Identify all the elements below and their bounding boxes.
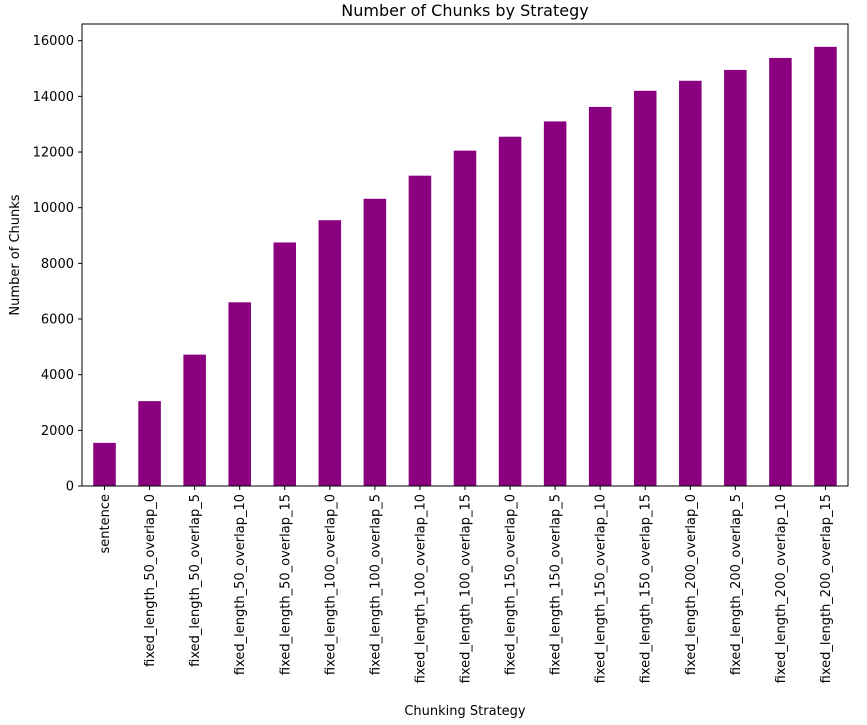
- bar-fixed_length_50_overlap_0: [138, 401, 161, 486]
- bar-fixed_length_150_overlap_5: [543, 121, 567, 486]
- bar-fixed_length_150_overlap_15: [633, 90, 657, 487]
- bar-fixed_length_50_overlap_10: [228, 302, 251, 486]
- x-tick-label: fixed_length_150_overlap_5: [549, 494, 564, 675]
- bar-fixed_length_200_overlap_0: [679, 80, 702, 486]
- bar-fixed_length_150_overlap_10: [588, 106, 612, 486]
- x-tick-label: fixed_length_200_overlap_5: [729, 494, 744, 675]
- bar-fixed_length_100_overlap_10: [408, 175, 432, 486]
- bar-fixed_length_200_overlap_5: [724, 69, 747, 486]
- y-tick-label: 4000: [41, 368, 74, 383]
- x-tick-label: fixed_length_150_overlap_15: [639, 494, 654, 683]
- plot-area-frame: [81, 23, 849, 487]
- y-tick-label: 8000: [41, 257, 74, 272]
- x-tick-label: fixed_length_150_overlap_0: [504, 494, 519, 675]
- x-tick-label: fixed_length_50_overlap_0: [143, 494, 158, 667]
- x-tick-label: fixed_length_200_overlap_0: [684, 494, 699, 675]
- bar-fixed_length_200_overlap_15: [814, 46, 837, 486]
- y-axis-ticks: 0 2000 4000 6000 8000 10000 12000 14000 16000: [33, 34, 82, 495]
- bar-fixed_length_100_overlap_5: [363, 198, 387, 487]
- x-tick-label: fixed_length_200_overlap_10: [774, 494, 789, 683]
- x-tick-label: fixed_length_50_overlap_10: [233, 494, 248, 675]
- x-tick-label: fixed_length_100_overlap_10: [413, 494, 428, 683]
- y-axis-title: Number of Chunks: [8, 194, 23, 315]
- x-tick-label: fixed_length_200_overlap_15: [819, 494, 834, 683]
- bar-fixed_length_100_overlap_0: [318, 220, 342, 486]
- bar-fixed_length_150_overlap_0: [498, 136, 522, 487]
- bar-fixed_length_50_overlap_15: [273, 242, 297, 486]
- y-tick-label: 10000: [33, 201, 74, 216]
- bar-fixed_length_200_overlap_10: [769, 57, 792, 486]
- x-tick-label: fixed_length_50_overlap_5: [188, 494, 203, 667]
- x-tick-label: fixed_length_100_overlap_15: [459, 494, 474, 683]
- y-tick-label: 14000: [33, 90, 74, 105]
- bar-fixed_length_50_overlap_5: [183, 354, 206, 486]
- bar-fixed_length_100_overlap_15: [453, 150, 477, 487]
- y-tick-label: 12000: [33, 146, 74, 161]
- y-tick-label: 2000: [41, 424, 74, 439]
- y-tick-label: 0: [66, 480, 74, 495]
- x-tick-label: fixed_length_50_overlap_15: [278, 494, 293, 675]
- x-axis-title: Chunking Strategy: [404, 704, 526, 719]
- bars-group: [93, 46, 837, 487]
- x-tick-label: fixed_length_100_overlap_5: [368, 494, 383, 675]
- x-tick-label: fixed_length_150_overlap_10: [594, 494, 609, 683]
- y-tick-label: 16000: [33, 34, 74, 49]
- x-tick-label: sentence: [98, 494, 113, 554]
- x-tick-label: fixed_length_100_overlap_0: [323, 494, 338, 675]
- x-axis-ticks: sentence fixed_length_50_overlap_0 fixed_l…: [98, 486, 834, 683]
- bar-sentence: [93, 442, 116, 486]
- y-tick-label: 6000: [41, 313, 74, 328]
- chart-title: Number of Chunks by Strategy: [341, 1, 588, 20]
